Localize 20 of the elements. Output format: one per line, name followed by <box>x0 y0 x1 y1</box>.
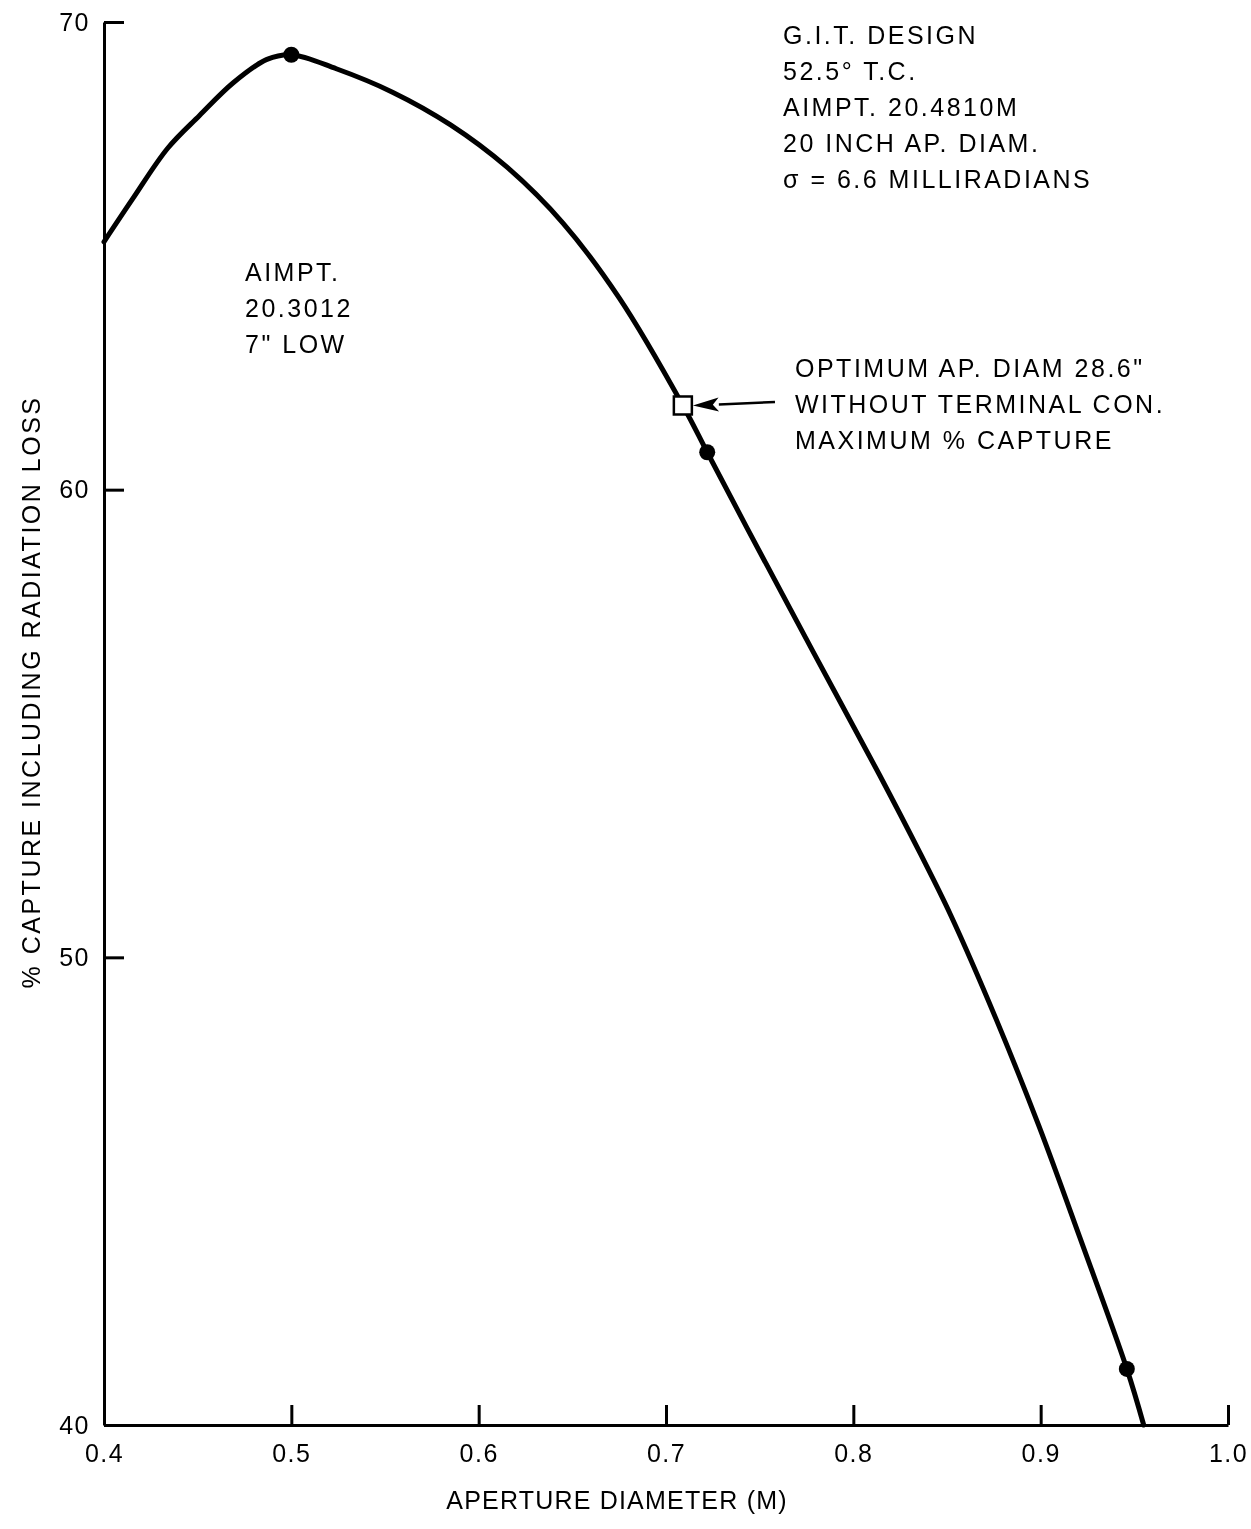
y-tick-label: 50 <box>59 942 90 971</box>
x-tick-label: 0.8 <box>834 1438 874 1467</box>
point <box>699 444 716 461</box>
x-tick-label: 0.9 <box>1021 1438 1061 1467</box>
annotation: G.I.T. DESIGN 52.5° T.C. AIMPT. 20.4810M 20 INCH AP. DIAM. σ = 6.6 MILLIRADIANS <box>783 21 1093 193</box>
x-tick-label: 0.7 <box>646 1438 687 1467</box>
point <box>672 395 694 416</box>
y-tick-label: 60 <box>59 475 90 504</box>
annotation: OPTIMUM AP. DIAM 28.6" WITHOUT TERMINAL CON. MAXIMUM % CAPTURE <box>795 354 1166 454</box>
annotation: AIMPT. 20.3012 7" LOW <box>245 258 353 358</box>
point <box>283 46 300 63</box>
x-axis-title: APERTURE DIAMETER (M) <box>446 1486 788 1514</box>
y-tick-label: 70 <box>59 7 90 36</box>
point <box>1118 1360 1135 1377</box>
y-tick-label: 40 <box>59 1410 90 1439</box>
x-tick-label: 0.6 <box>459 1438 499 1467</box>
x-tick-label: 0.4 <box>84 1438 125 1467</box>
x-tick-label: 0.5 <box>272 1438 312 1467</box>
y-axis-title: % CAPTURE INCLUDING RADIATION LOSS <box>17 395 45 989</box>
x-tick-label: 1.0 <box>1208 1438 1249 1467</box>
